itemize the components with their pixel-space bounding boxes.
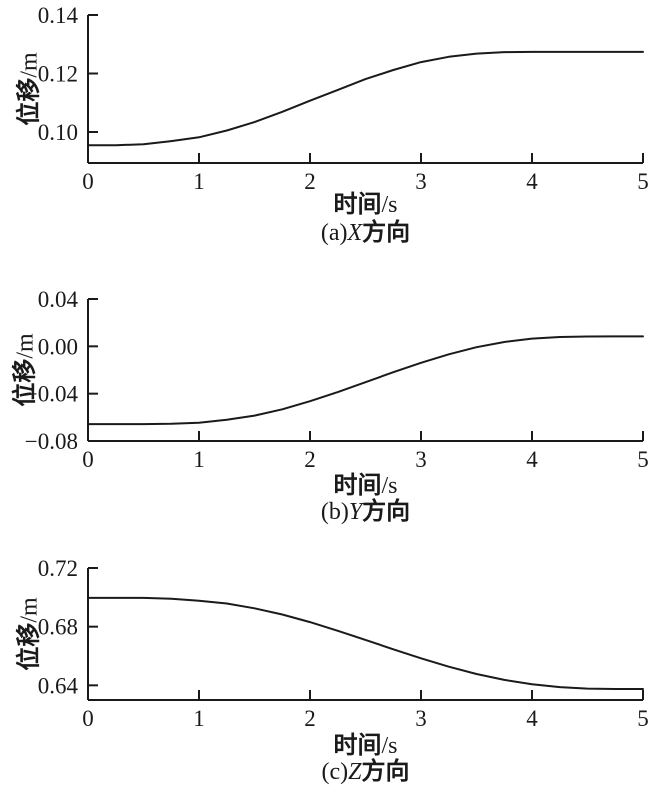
x-tick-label: 3 [415,169,427,194]
plot-area-x: 0.10 0.12 0.14 0 1 2 3 4 5 [38,3,649,194]
caption-prefix: (b) [320,499,349,525]
displacement-curve [87,50,644,147]
x-tick-label: 2 [304,447,316,472]
chart-z-direction: 0.64 0.68 0.72 0 1 2 3 4 5 位移/m 时间/s (c)Z方向 [0,530,652,800]
y-axis-label-cjk: 位移 [15,77,43,126]
y-tick-label: 0.72 [38,556,78,581]
chart-x-direction: 0.10 0.12 0.14 0 1 2 3 4 5 位移/m 时间/s (a)X方向 [0,0,652,250]
displacement-curve [87,596,644,690]
chart-y-direction: −0.08 −0.04 0.00 0.04 0 1 2 3 4 5 位移/m 时间/s (b)Y方… [0,268,652,530]
y-axis-label-y: 位移/m [5,333,40,406]
x-axis-label-cjk: 时间 [333,472,382,499]
caption-suffix: 方向 [362,219,411,246]
x-tick-label: 4 [526,169,538,194]
y-tick-label: 0.68 [38,615,78,640]
plot-area-y: −0.08 −0.04 0.00 0.04 0 1 2 3 4 5 [25,287,649,472]
x-axis-label-unit: /s [381,733,398,759]
y-axis-label-unit: /m [16,597,43,623]
caption-axis-letter: Y [348,499,363,525]
plot-area-z: 0.64 0.68 0.72 0 1 2 3 4 5 [38,556,649,731]
caption-suffix: 方向 [361,758,410,785]
x-axis-label-unit: /s [381,192,398,218]
x-tick-label: 2 [304,706,316,731]
x-axis-label-unit: /s [381,473,398,499]
y-tick-label: 0.04 [38,287,79,312]
caption-prefix: (a) [320,220,348,246]
y-axis-label-cjk: 位移 [11,358,39,407]
x-tick-label: 5 [637,169,649,194]
x-axis-label-z: 时间/s [88,732,643,759]
subplot-caption-b: (b)Y方向 [88,498,643,525]
x-axis-label-x: 时间/s [88,191,643,218]
x-tick-label: 4 [526,447,538,472]
y-axis-label-z: 位移/m [9,597,44,670]
y-tick-label: −0.08 [25,429,78,454]
y-tick-label: −0.04 [25,382,79,407]
caption-axis-letter: Z [348,759,362,785]
displacement-curve [87,335,644,426]
y-tick-label: 0.10 [38,120,78,145]
y-axis-label-unit: /m [16,52,43,78]
caption-suffix: 方向 [362,498,411,525]
y-tick-label: 0.12 [38,61,78,86]
y-tick-label: 0.64 [38,673,79,698]
x-tick-label: 4 [526,706,538,731]
x-tick-label: 0 [82,447,94,472]
y-axis-label-cjk: 位移 [15,622,43,671]
caption-axis-letter: X [347,220,363,246]
x-tick-label: 3 [415,706,427,731]
x-axis-label-cjk: 时间 [333,732,382,759]
caption-prefix: (c) [321,759,349,785]
y-axis-label-unit: /m [12,333,39,359]
x-tick-label: 1 [193,447,205,472]
x-tick-label: 5 [637,447,649,472]
y-axis-label-x: 位移/m [9,52,44,125]
x-tick-label: 5 [637,706,649,731]
x-tick-label: 3 [415,447,427,472]
x-tick-label: 1 [193,169,205,194]
y-tick-label: 0.00 [38,334,78,359]
x-tick-label: 0 [82,706,94,731]
x-axis-label-cjk: 时间 [333,191,382,218]
x-tick-label: 0 [82,169,94,194]
subplot-caption-c: (c)Z方向 [88,758,643,785]
subplot-caption-a: (a)X方向 [88,219,643,246]
x-axis-label-y: 时间/s [88,472,643,499]
y-tick-label: 0.14 [38,3,79,28]
x-tick-label: 2 [304,169,316,194]
x-tick-label: 1 [193,706,205,731]
